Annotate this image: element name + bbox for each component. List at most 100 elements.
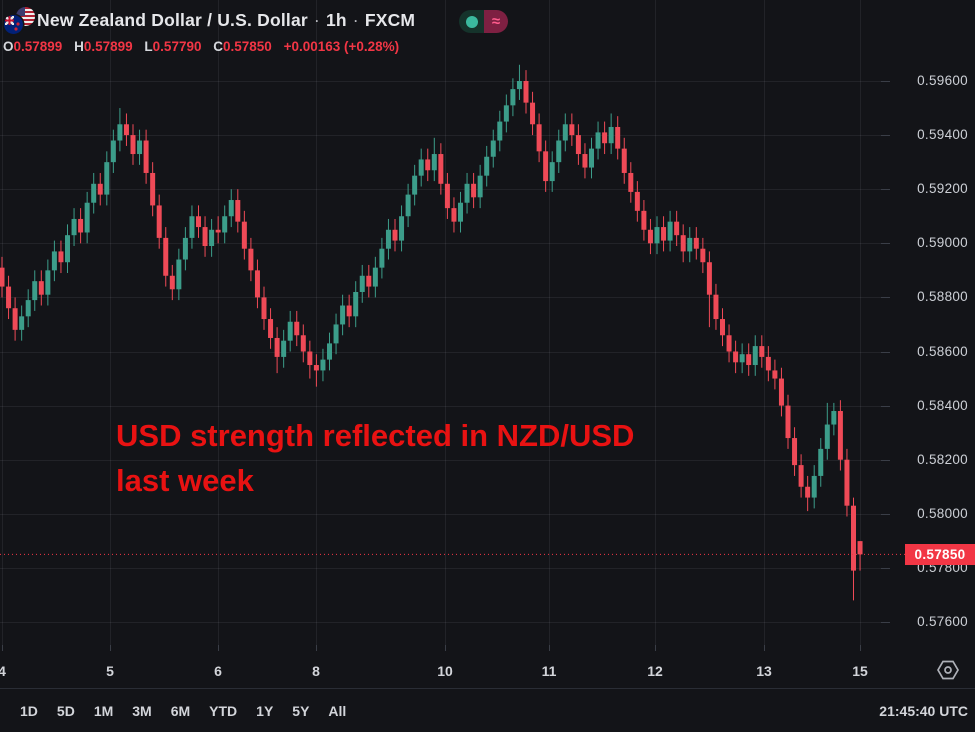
candle xyxy=(45,259,51,306)
candle xyxy=(130,124,136,165)
candle xyxy=(6,275,12,320)
time-axis-label: 5 xyxy=(106,663,114,679)
range-button-1m[interactable]: 1M xyxy=(93,702,114,719)
candle xyxy=(307,340,313,379)
candle xyxy=(215,216,221,244)
candle xyxy=(91,172,97,214)
candle xyxy=(739,343,745,374)
range-button-5y[interactable]: 5Y xyxy=(292,702,310,719)
candle xyxy=(104,151,110,206)
candle xyxy=(589,137,594,179)
delayed-data-badge[interactable]: ≈ xyxy=(484,10,508,33)
candle xyxy=(209,218,215,257)
interval-label[interactable]: 1h xyxy=(325,10,347,30)
candle xyxy=(359,264,365,303)
symbol-title[interactable]: New Zealand Dollar / U.S. Dollar · 1h · FXCM xyxy=(37,10,415,31)
candle xyxy=(202,216,208,257)
close-value: 0.57850 xyxy=(223,39,272,54)
candle xyxy=(621,137,627,184)
candle xyxy=(844,448,850,517)
candle xyxy=(458,191,463,233)
range-button-3m[interactable]: 3M xyxy=(132,702,152,719)
candle xyxy=(785,394,791,449)
title-separator: · xyxy=(313,10,320,30)
candle xyxy=(235,189,241,233)
candle xyxy=(464,172,470,214)
open-label: O xyxy=(3,39,14,54)
candle xyxy=(71,208,77,247)
candle xyxy=(615,116,621,160)
candle xyxy=(313,354,319,387)
nzd-usd-flag-pair-icon xyxy=(4,7,35,34)
price-axis-label: 0.59400 xyxy=(917,127,968,143)
candle xyxy=(851,497,856,601)
candle xyxy=(12,297,18,341)
candle xyxy=(274,327,280,374)
candle xyxy=(818,438,824,487)
candle xyxy=(674,210,680,247)
candle xyxy=(51,240,57,282)
time-axis-label: 12 xyxy=(647,663,663,679)
candle xyxy=(405,183,411,228)
candle xyxy=(241,210,247,260)
clock[interactable]: 21:45:40 UTC xyxy=(879,702,968,719)
candle xyxy=(110,129,116,173)
candle xyxy=(425,148,431,182)
candle xyxy=(320,348,326,382)
candle xyxy=(254,259,260,309)
candlestick-chart[interactable] xyxy=(0,0,975,652)
candle xyxy=(700,237,706,274)
candle xyxy=(150,162,156,217)
candle xyxy=(484,145,490,187)
candle xyxy=(222,205,228,244)
candle xyxy=(752,335,758,376)
candle xyxy=(169,264,175,301)
bottom-toolbar: 1D 5D 1M 3M 6M YTD 1Y 5Y All xyxy=(0,689,975,732)
candle xyxy=(385,218,391,260)
candle xyxy=(582,143,588,179)
candle xyxy=(792,427,798,476)
market-status-badge[interactable] xyxy=(459,10,484,33)
price-axis-label: 0.58000 xyxy=(917,505,968,521)
candle xyxy=(654,216,660,255)
candle xyxy=(25,289,31,328)
range-button-6m[interactable]: 6M xyxy=(170,702,191,719)
change-value: +0.00163 (+0.28%) xyxy=(283,39,400,54)
candle xyxy=(641,200,647,241)
candle xyxy=(530,91,536,136)
candle xyxy=(726,324,732,363)
candle xyxy=(444,172,450,219)
price-axis-label: 0.59000 xyxy=(917,235,968,251)
range-button-ytd[interactable]: YTD xyxy=(209,702,238,719)
range-button-1y[interactable]: 1Y xyxy=(256,702,274,719)
candle xyxy=(248,237,254,282)
candle xyxy=(353,281,359,328)
candle xyxy=(137,129,143,165)
price-axis-label: 0.58400 xyxy=(917,397,968,413)
candle xyxy=(562,113,568,152)
candle xyxy=(438,143,444,195)
price-axis-label: 0.58200 xyxy=(917,451,968,467)
candle xyxy=(798,454,804,498)
candle xyxy=(746,343,752,376)
time-axis-label: 15 xyxy=(852,663,868,679)
hexagon-target-icon[interactable] xyxy=(935,658,961,682)
candle xyxy=(693,227,699,260)
candle xyxy=(340,294,346,336)
range-button-1d[interactable]: 1D xyxy=(20,702,38,719)
candle xyxy=(837,400,843,471)
candle xyxy=(477,164,483,209)
candle xyxy=(261,286,267,330)
candle xyxy=(281,329,287,368)
range-button-all[interactable]: All xyxy=(328,702,347,719)
candle xyxy=(65,224,70,274)
price-axis-label: 0.59600 xyxy=(917,73,968,88)
low-value: 0.57790 xyxy=(152,39,202,54)
range-button-5d[interactable]: 5D xyxy=(56,702,75,719)
candle xyxy=(628,162,634,203)
candle xyxy=(38,270,44,306)
candle xyxy=(575,124,581,165)
candle xyxy=(412,164,418,206)
status-badges[interactable]: ≈ xyxy=(459,10,508,33)
candle xyxy=(156,194,162,249)
